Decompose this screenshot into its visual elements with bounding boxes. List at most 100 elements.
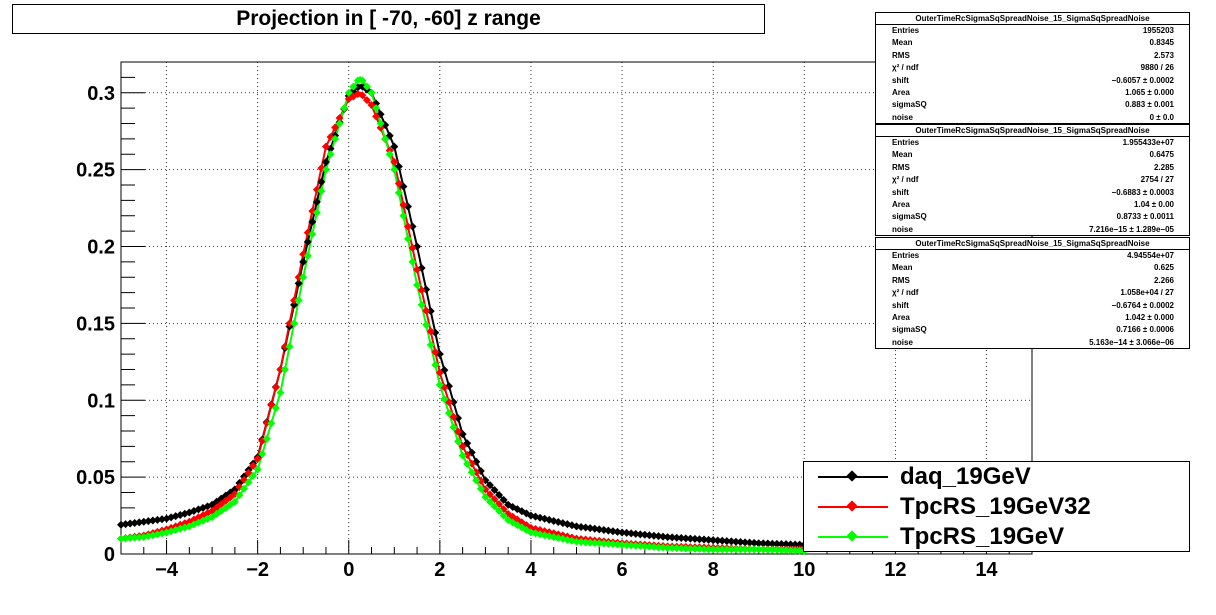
stat-label: sigmaSQ: [892, 100, 927, 110]
data-point: [267, 419, 276, 428]
data-point: [394, 179, 403, 188]
data-point: [230, 497, 239, 506]
stat-box: OuterTimeRcSigmaSqSpreadNoise_15_SigmaSq…: [875, 124, 1190, 236]
data-point: [677, 534, 686, 543]
data-point: [244, 478, 253, 487]
data-point: [731, 545, 740, 554]
data-point: [577, 538, 586, 547]
data-point: [130, 533, 139, 542]
data-point: [640, 530, 649, 539]
stat-label: χ² / ndf: [892, 63, 919, 73]
data-point: [622, 541, 631, 550]
data-point: [745, 538, 754, 547]
data-point: [572, 537, 581, 546]
data-point: [458, 451, 467, 460]
data-point: [444, 409, 453, 418]
data-point: [791, 540, 800, 549]
data-point: [622, 528, 631, 537]
data-point: [449, 398, 458, 407]
x-tick-label: −2: [246, 559, 269, 581]
data-point: [321, 165, 330, 174]
data-point: [659, 532, 668, 541]
data-point: [690, 544, 699, 553]
data-point: [777, 546, 786, 555]
data-point: [317, 177, 326, 186]
data-point: [759, 539, 768, 548]
y-tick-label: 0.3: [87, 83, 115, 105]
data-point: [499, 495, 508, 504]
data-point: [782, 546, 791, 555]
legend-entry-tpcrs: TpcRS_19GeV: [804, 522, 1189, 552]
stat-value: 1.04 ± 0.00: [1134, 199, 1174, 209]
data-point: [253, 454, 262, 463]
stat-label: noise: [892, 224, 913, 234]
data-point: [331, 134, 340, 143]
legend-label: TpcRS_19GeV: [900, 523, 1065, 550]
data-point: [613, 540, 622, 549]
data-point: [499, 511, 508, 520]
data-point: [795, 540, 804, 549]
stat-value: −0.6764 ± 0.0002: [1111, 300, 1174, 310]
stat-box-title: OuterTimeRcSigmaSqSpreadNoise_15_SigmaSq…: [876, 13, 1189, 25]
data-point: [768, 545, 777, 554]
data-point: [754, 545, 763, 554]
data-point: [791, 546, 800, 555]
data-point: [645, 531, 654, 540]
data-point: [262, 419, 271, 428]
data-point: [303, 237, 312, 246]
data-point: [467, 459, 476, 468]
data-point: [495, 490, 504, 499]
data-point: [745, 545, 754, 554]
data-point: [763, 545, 772, 554]
data-point: [618, 528, 627, 537]
data-point: [340, 104, 349, 113]
data-point: [645, 542, 654, 551]
data-point: [403, 234, 412, 243]
x-tick-label: 2: [434, 559, 445, 581]
stat-value: 1.058e+04 / 27: [1120, 288, 1174, 298]
data-point: [736, 545, 745, 554]
data-point: [763, 539, 772, 548]
data-point: [649, 531, 658, 540]
data-point: [782, 540, 791, 549]
data-point: [695, 535, 704, 544]
data-point: [413, 265, 422, 274]
data-point: [344, 88, 353, 97]
legend-label: TpcRS_19GeV32: [900, 493, 1091, 520]
data-point: [700, 545, 709, 554]
data-point: [663, 533, 672, 542]
chart-title: Projection in [ -70, -60] z range: [12, 4, 765, 34]
data-point: [476, 484, 485, 493]
data-point: [599, 539, 608, 548]
stat-value: 1955203: [1142, 26, 1174, 35]
stat-value: 1.042 ± 0.000: [1125, 312, 1174, 322]
stat-row: sigmaSQ 0.883 ± 0.001: [876, 99, 1189, 111]
x-tick-label: 12: [884, 559, 906, 581]
stat-label: Entries: [892, 251, 920, 260]
data-point: [759, 545, 768, 554]
data-point: [722, 545, 731, 554]
stat-row: RMS 2.266: [876, 275, 1189, 287]
data-point: [795, 546, 804, 555]
data-point: [627, 541, 636, 550]
data-point: [408, 244, 417, 253]
data-point: [358, 76, 367, 85]
data-point: [677, 544, 686, 553]
data-point: [581, 538, 590, 547]
data-point: [431, 360, 440, 369]
data-point: [367, 88, 376, 97]
data-point: [290, 296, 299, 305]
stat-value: 7.216e−15 ± 1.289e−05: [1089, 224, 1174, 234]
stat-row: Area 1.04 ± 0.00: [876, 199, 1189, 211]
fit-curve-tpcrs32: [120, 91, 805, 551]
legend-entry-daq: daq_19GeV: [804, 462, 1189, 492]
data-point: [299, 273, 308, 282]
y-tick-label: 0.2: [87, 237, 115, 259]
data-point: [308, 217, 317, 226]
data-point: [372, 104, 381, 113]
stat-value: 0.6475: [1149, 150, 1174, 160]
stat-value: −0.6057 ± 0.0002: [1111, 75, 1174, 85]
data-point: [294, 296, 303, 305]
stat-row: Entries 1955203: [876, 25, 1189, 37]
data-point: [362, 96, 371, 105]
